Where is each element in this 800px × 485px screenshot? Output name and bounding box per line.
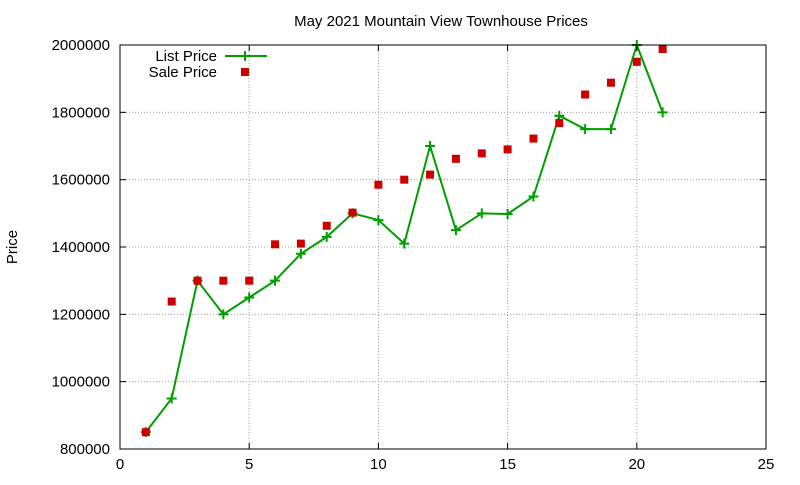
list-price-point <box>657 107 668 118</box>
sale-price-point <box>271 240 280 249</box>
list-price-point <box>295 248 306 259</box>
y-tick-label: 1800000 <box>52 104 110 121</box>
x-tick-label: 0 <box>116 456 124 473</box>
sale-price-point <box>477 149 486 158</box>
list-price-point <box>425 141 436 151</box>
legend-square-marker <box>241 68 249 76</box>
list-price-point <box>270 275 281 286</box>
x-tick-label: 25 <box>758 456 775 473</box>
series-layer <box>140 40 668 438</box>
list-price-point <box>528 191 539 202</box>
list-price-point <box>399 238 410 249</box>
series-list-price <box>140 40 668 438</box>
x-tick-label: 20 <box>628 456 645 473</box>
grid <box>120 45 766 449</box>
axis-ticks: 0 5 10 15 20 25 800000 1000000 1200000 1400000 160… <box>52 37 775 473</box>
sale-price-point <box>348 208 357 217</box>
y-tick-label: 1400000 <box>52 239 110 256</box>
sale-price-point <box>374 180 383 189</box>
sale-price-point <box>451 154 460 163</box>
y-tick-label: 800000 <box>60 441 110 458</box>
sale-price-point <box>503 145 512 154</box>
sale-price-point <box>245 276 254 285</box>
sale-price-point <box>658 45 667 54</box>
series-sale-price <box>141 45 667 437</box>
y-tick-label: 1200000 <box>52 306 110 323</box>
list-price-point <box>321 231 332 242</box>
y-axis-title: Price <box>4 230 21 264</box>
sale-price-point <box>400 175 409 184</box>
sale-price-point <box>322 221 331 230</box>
list-price-point <box>580 124 591 135</box>
legend-plus-marker <box>240 51 250 61</box>
list-price-point <box>166 393 177 404</box>
sale-price-point <box>632 57 641 66</box>
sale-price-point <box>193 276 202 285</box>
sale-price-point <box>141 428 150 437</box>
y-tick-label: 1000000 <box>52 374 110 391</box>
x-tick-label: 10 <box>370 456 387 473</box>
legend-label: List Price <box>155 48 217 65</box>
list-price-point <box>605 124 616 135</box>
chart-title: May 2021 Mountain View Townhouse Prices <box>294 13 588 30</box>
list-price-point <box>476 208 487 219</box>
x-tick-label: 5 <box>245 456 253 473</box>
sale-price-point <box>219 276 228 285</box>
y-tick-label: 2000000 <box>52 37 110 54</box>
list-price-point <box>450 225 461 236</box>
sale-price-point <box>167 297 176 306</box>
list-price-point <box>502 209 513 220</box>
y-tick-label: 1600000 <box>52 172 110 189</box>
sale-price-point <box>296 239 305 248</box>
sale-price-point <box>606 78 615 87</box>
list-price-point <box>218 309 229 320</box>
list-price-point <box>554 110 565 121</box>
sale-price-point <box>529 134 538 143</box>
list-price-line <box>145 41 664 433</box>
sale-price-point <box>581 90 590 99</box>
sale-price-point <box>426 170 435 179</box>
sale-price-point <box>555 119 564 128</box>
x-tick-label: 15 <box>499 456 516 473</box>
list-price-point <box>244 292 255 303</box>
list-price-point <box>373 215 384 226</box>
legend-label: Sale Price <box>149 64 217 81</box>
